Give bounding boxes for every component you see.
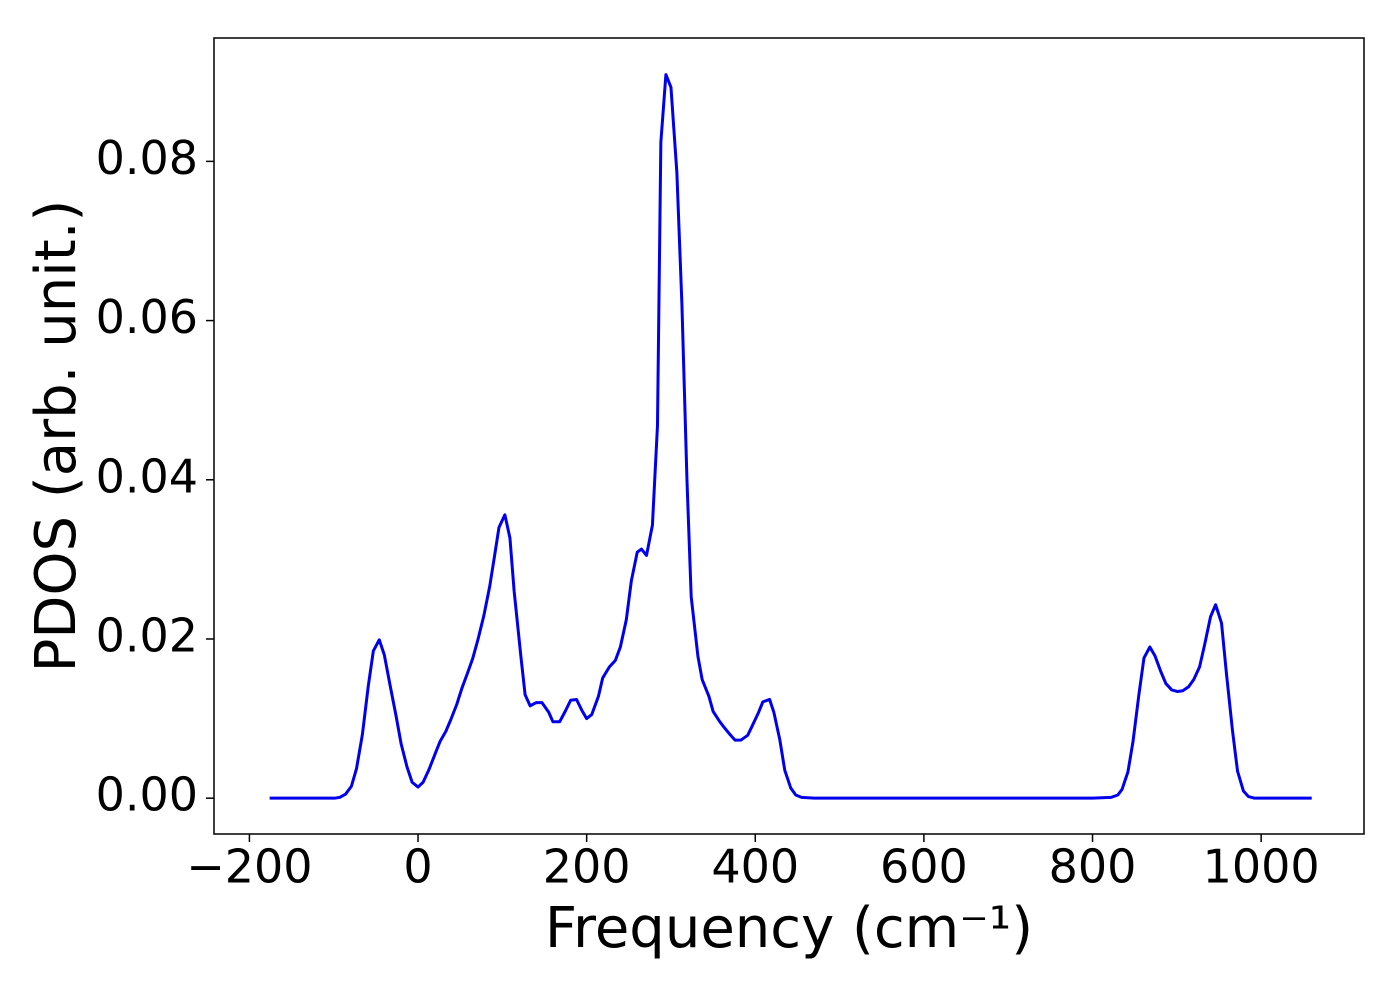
y-tick-label: 0.08 (96, 131, 198, 185)
data-line (269, 73, 1312, 800)
x-tick-label: 0 (403, 840, 432, 894)
x-tick-label: 600 (880, 840, 968, 894)
y-tick-label: 0.02 (96, 608, 198, 662)
x-tick-label: 200 (543, 840, 631, 894)
y-tick-label: 0.00 (96, 768, 198, 822)
y-tick-label: 0.06 (96, 290, 198, 344)
x-tick-label: 1000 (1203, 840, 1320, 894)
y-axis-label: PDOS (arb. unit.) (24, 200, 89, 673)
x-axis-label: Frequency (cm⁻¹) (545, 896, 1033, 961)
plot-frame (213, 37, 1365, 835)
x-tick-label: 800 (1049, 840, 1137, 894)
y-tick-label: 0.04 (96, 449, 198, 503)
x-tick-label: 400 (711, 840, 799, 894)
x-tick-label: −200 (186, 840, 312, 894)
